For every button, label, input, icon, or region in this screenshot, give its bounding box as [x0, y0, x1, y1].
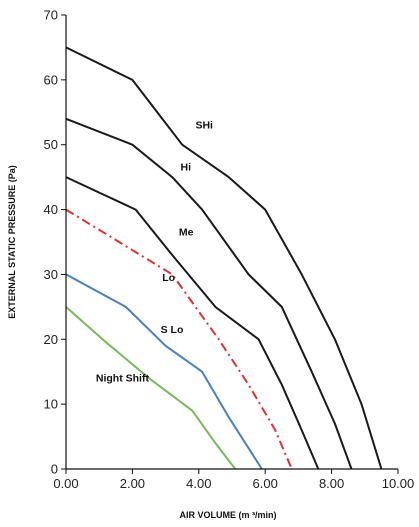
- curve-labels-layer: SHi Hi Me Lo S Lo Night Shift: [96, 120, 213, 385]
- series-line: [65, 208, 293, 470]
- series-label: Hi: [181, 162, 192, 174]
- x-tick-label: 4.00: [186, 476, 211, 491]
- series-line: [65, 46, 383, 470]
- series-label: SHi: [195, 120, 213, 132]
- series-line: [65, 306, 237, 470]
- y-tick-label: 60: [44, 72, 58, 87]
- y-tick-label: 20: [44, 332, 58, 347]
- axes-layer: [65, 15, 398, 470]
- series-line: [65, 176, 320, 470]
- y-tick-label: 0: [51, 462, 58, 477]
- series-label: Me: [179, 227, 194, 239]
- series-line: [65, 273, 263, 470]
- x-tick-label: 10.00: [382, 476, 415, 491]
- y-tick-label: 40: [44, 202, 58, 217]
- y-axis-label: EXTERNAL STATIC PRESSURE (Pa): [7, 165, 17, 319]
- x-tick-label: 6.00: [253, 476, 278, 491]
- y-tick-label: 10: [44, 397, 58, 412]
- series-label: S Lo: [161, 324, 184, 336]
- y-tick-label: 30: [44, 267, 58, 282]
- ticks-layer: 0 10 20 30 40 50 60 70 0.00 2.00 4.00 6.00 8.00 10.00: [44, 8, 415, 492]
- x-tick-label: 8.00: [319, 476, 344, 491]
- x-axis-label: AIR VOLUME (m ³/min): [180, 510, 277, 520]
- series-label: Night Shift: [96, 372, 150, 384]
- y-tick-label: 50: [44, 137, 58, 152]
- series-label: Lo: [162, 272, 175, 284]
- x-tick-label: 2.00: [120, 476, 145, 491]
- curves-layer: [65, 46, 383, 470]
- x-tick-label: 0.00: [53, 476, 78, 491]
- y-tick-label: 70: [44, 8, 58, 23]
- series-line: [65, 117, 353, 470]
